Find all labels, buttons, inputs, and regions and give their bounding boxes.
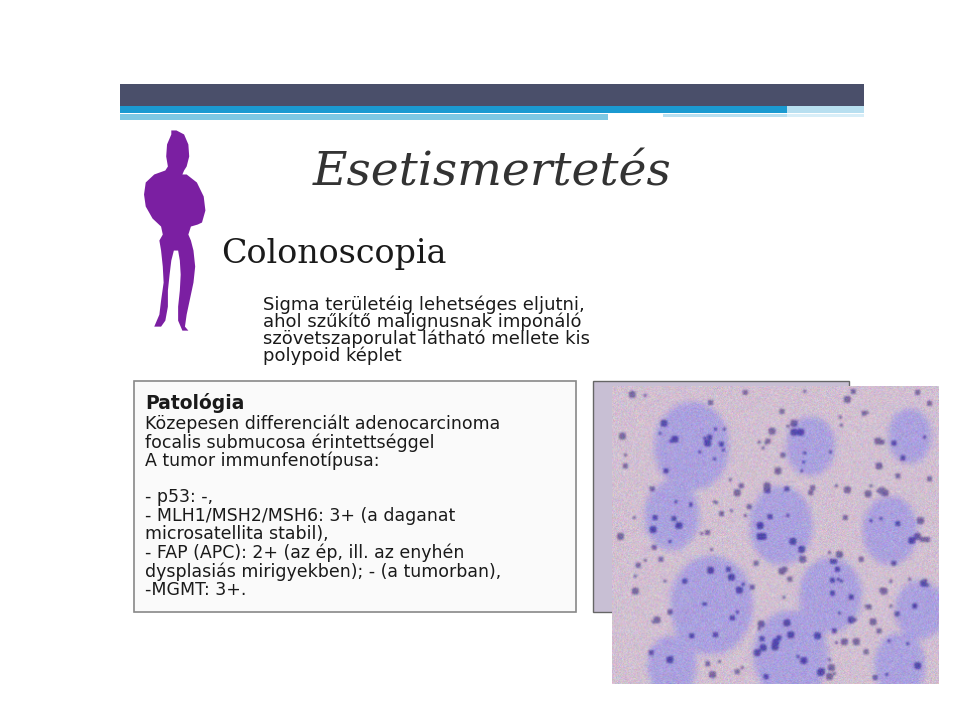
Bar — [662, 114, 864, 117]
Bar — [592, 380, 849, 611]
Bar — [134, 380, 576, 611]
Polygon shape — [144, 131, 205, 331]
Text: Esetismertetés: Esetismertetés — [313, 150, 671, 195]
Text: Colonoscopia: Colonoscopia — [221, 238, 446, 270]
Text: ahol szűkítő malignusnak imponáló: ahol szűkítő malignusnak imponáló — [263, 313, 582, 331]
Text: A tumor immunfenotípusa:: A tumor immunfenotípusa: — [145, 451, 379, 470]
Bar — [786, 106, 864, 114]
Text: - MLH1/MSH2/MSH6: 3+ (a daganat: - MLH1/MSH2/MSH6: 3+ (a daganat — [145, 507, 455, 525]
Text: - FAP (APC): 2+ (az ép, ill. az enyhén: - FAP (APC): 2+ (az ép, ill. az enyhén — [145, 544, 465, 562]
Bar — [786, 114, 864, 117]
Bar — [120, 106, 864, 114]
Text: Patológia: Patológia — [145, 393, 244, 413]
Text: szövetszaporulat látható mellete kis: szövetszaporulat látható mellete kis — [263, 330, 590, 348]
Text: microsatellita stabil),: microsatellita stabil), — [145, 526, 328, 543]
Bar — [120, 84, 864, 106]
Text: focalis submucosa érintettséggel: focalis submucosa érintettséggel — [145, 433, 434, 451]
Text: Sigma területéig lehetséges eljutni,: Sigma területéig lehetséges eljutni, — [263, 296, 586, 314]
Text: -MGMT: 3+.: -MGMT: 3+. — [145, 581, 246, 599]
Bar — [609, 106, 786, 114]
Bar — [120, 114, 609, 119]
Text: dysplasiás mirigyekben); - (a tumorban),: dysplasiás mirigyekben); - (a tumorban), — [145, 562, 501, 581]
Text: polypoid képlet: polypoid képlet — [263, 347, 402, 365]
Text: - p53: -,: - p53: -, — [145, 489, 213, 506]
Text: Közepesen differenciált adenocarcinoma: Közepesen differenciált adenocarcinoma — [145, 415, 500, 433]
